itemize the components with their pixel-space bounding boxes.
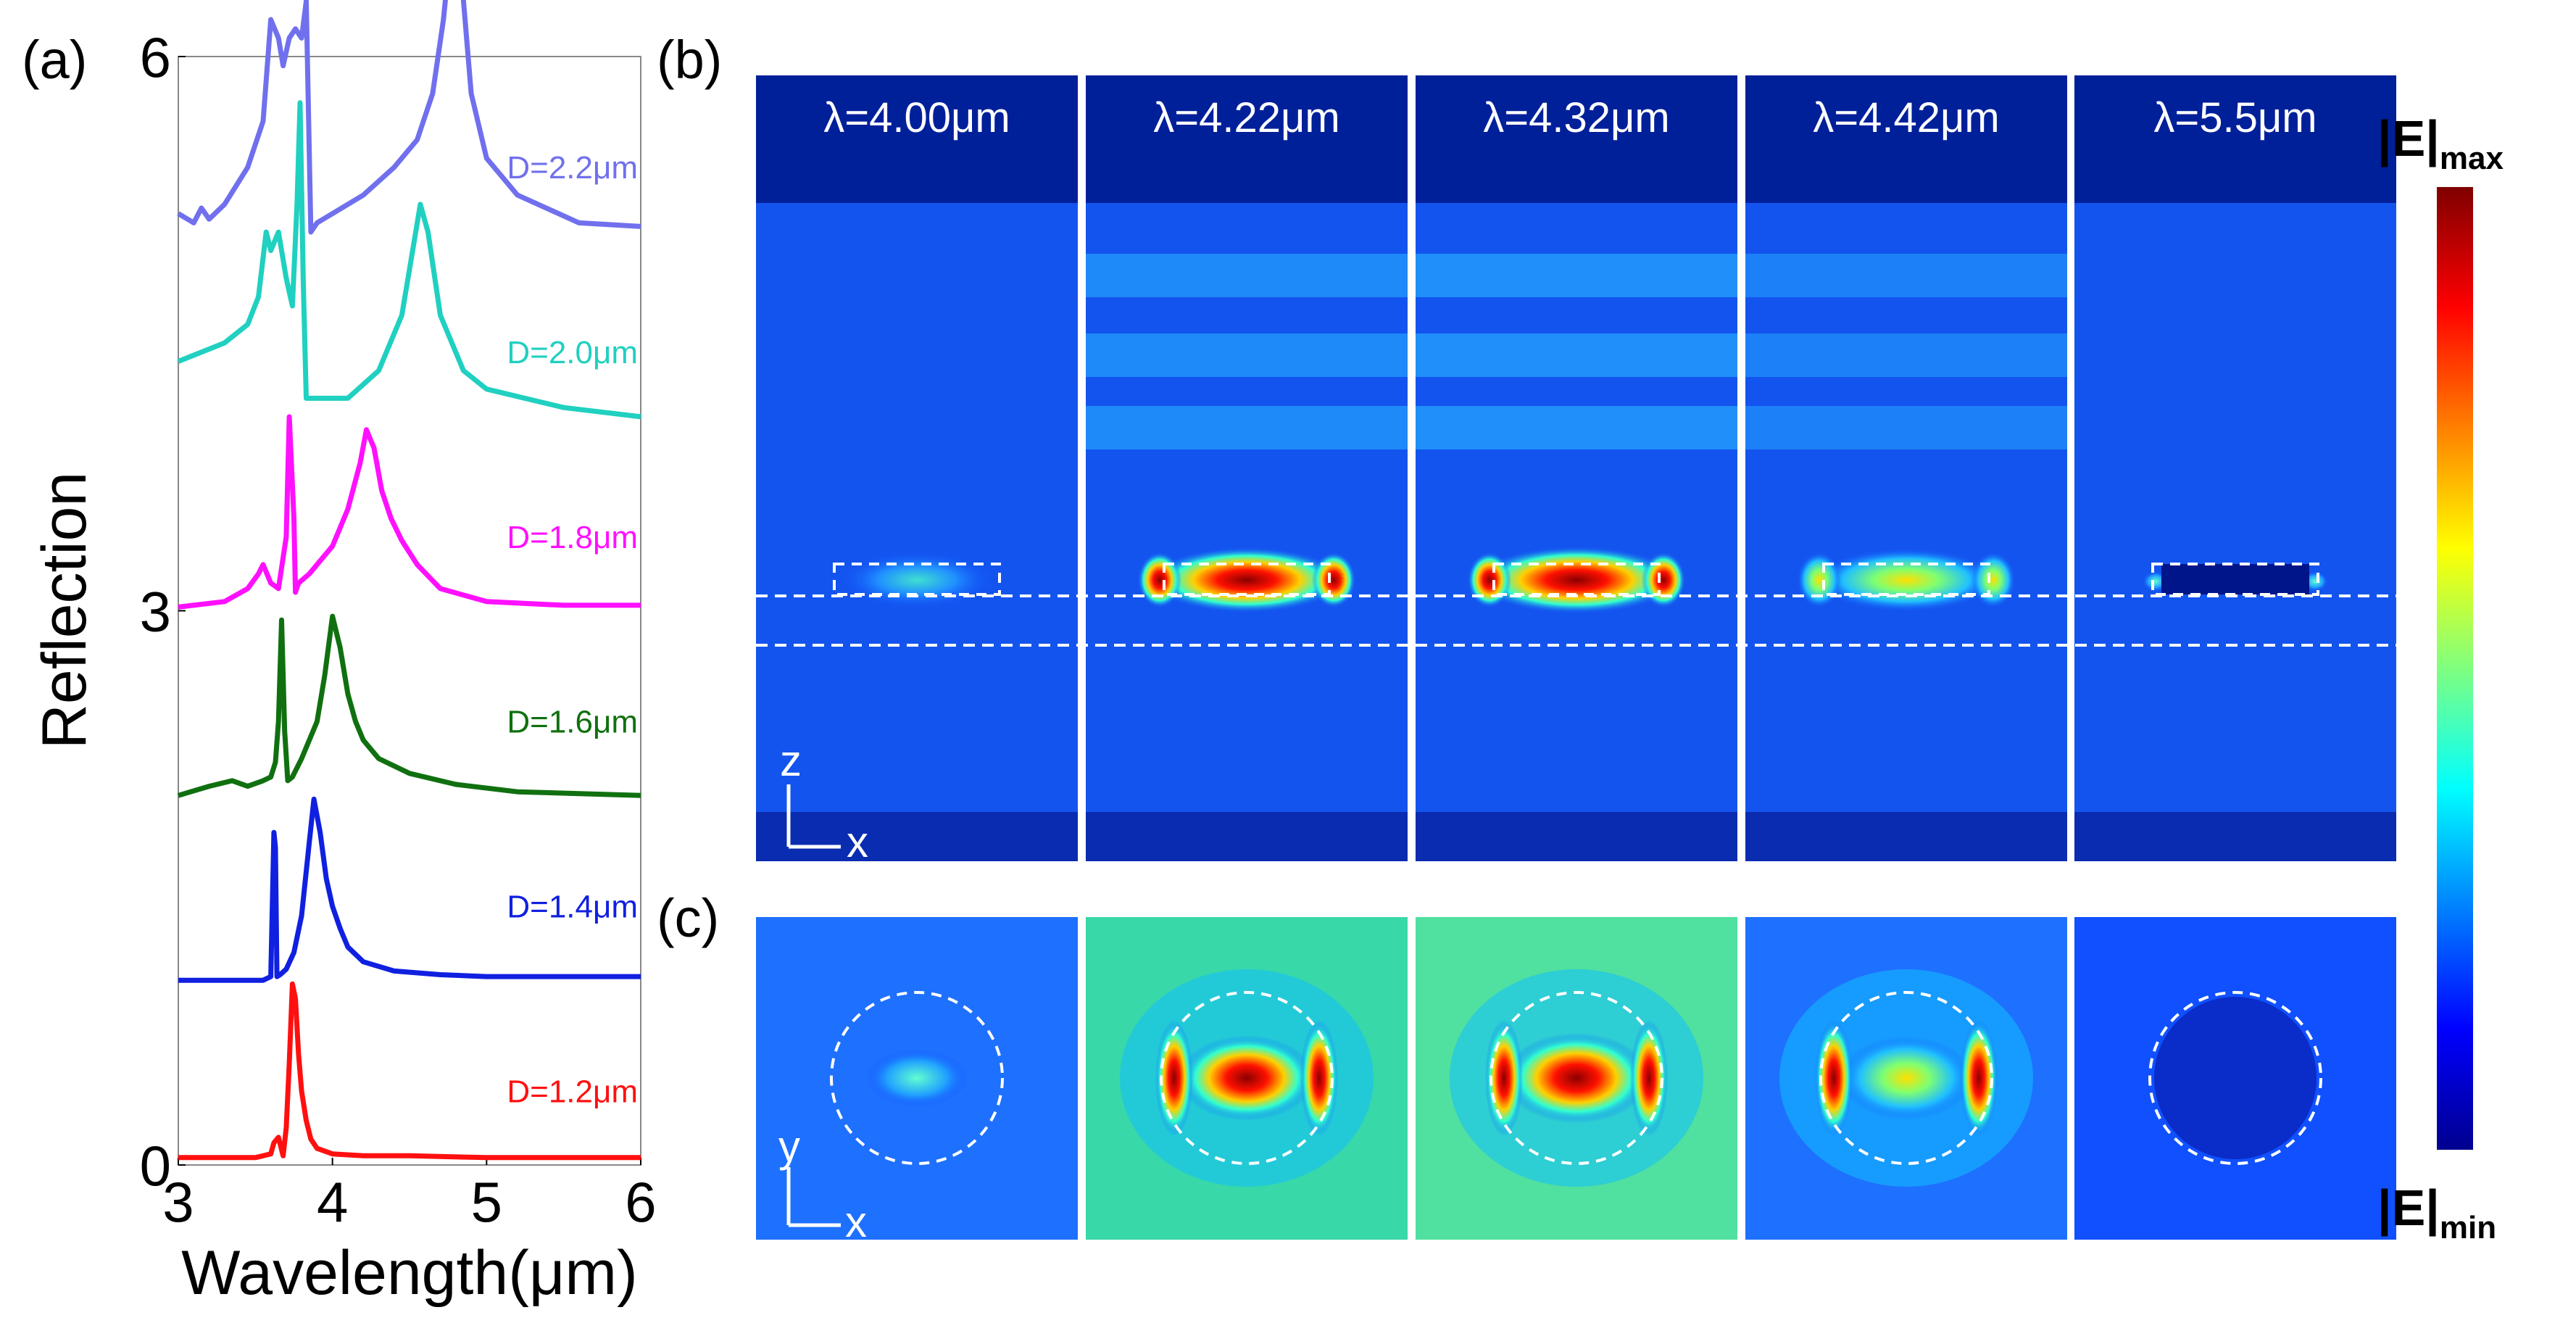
disk-outline [1489,991,1663,1165]
disk-outline [1160,991,1334,1165]
edge-hotspot [1312,552,1355,608]
series-label: D=1.4μm [507,890,638,925]
series-group [177,0,641,1161]
wavelength-label: λ=5.5μm [2153,94,2317,141]
y-axis-letter: y [778,1122,800,1171]
wavelength-label: λ=4.32μm [1483,94,1670,141]
wave-stripe [1745,254,2067,297]
field-hotspot [1179,1035,1315,1121]
y-tick-label: 3 [140,580,171,644]
y-axis-label: Reflection [30,472,99,749]
wave-stripe [1745,333,2067,377]
disk-outline [830,991,1004,1165]
xy-field-maps: yx [756,917,2396,1246]
map-bottom-band [1745,812,2067,861]
map-bottom-band [2074,812,2396,861]
map-top-band [2074,75,2396,203]
map-background [1416,75,1737,861]
wavelength-label: λ=4.22μm [1153,94,1340,141]
y-tick-label: 0 [140,1134,171,1198]
edge-hotspot [1972,552,2015,608]
series-label: D=2.0μm [507,335,638,370]
disk-outline [2148,991,2322,1165]
y-tick-label: 6 [140,25,171,89]
series-labels: D=1.2μm D=1.4μm D=1.6μm D=1.8μm D=2.0μm D=2.2… [507,150,638,1109]
field-hotspot [1816,549,1997,611]
series-line [177,100,641,420]
xy-map [756,917,1078,1240]
map-background [1745,75,2067,861]
map-top-band [756,75,1078,203]
wavelength-label: λ=4.42μm [1813,94,2000,141]
colorbar-max-label: |E|max [2377,110,2504,176]
field-hotspot [1504,1033,1649,1123]
field-hotspot [839,551,994,609]
series-label: D=1.8μm [507,520,638,555]
colorbar: |E|max |E|min [2377,110,2504,1245]
colorbar-gradient [2437,187,2473,1150]
series-label: D=1.2μm [507,1074,638,1109]
xz-map: λ=4.22μm [1086,75,1408,861]
field-hotspot [1840,1036,1973,1120]
x-tick-label: 5 [471,1170,502,1234]
map-bottom-band [1086,812,1408,861]
wave-stripe [1416,254,1737,297]
map-bottom-band [1416,812,1737,861]
xy-map [1086,917,1408,1240]
map-top-band [1416,75,1737,203]
field-hotspot [866,1049,968,1107]
x-tick-label: 4 [317,1170,348,1234]
xz-map: λ=4.32μm [1416,75,1737,861]
x-tick-label: 6 [625,1170,656,1234]
disk-region [2154,997,2317,1159]
series-line [178,414,641,610]
x-axis-label: Wavelength(μm) [181,1238,637,1308]
wave-stripe [1416,406,1737,449]
colorbar-min-label: |E|min [2377,1179,2496,1245]
xy-map [1745,917,2067,1240]
wave-stripe [1086,254,1408,297]
xz-map: λ=4.42μm [1745,75,2067,861]
wave-stripe [1416,333,1737,377]
series-line [177,0,641,235]
x-axis-letter: x [847,818,868,866]
series-line [178,981,641,1161]
x-axis-letter: x [845,1198,867,1246]
edge-hotspot [1642,552,1685,608]
xz-map: λ=4.00μm [756,75,1078,861]
panel-label-a: (a) [22,30,87,90]
panel-label-c: (c) [657,888,719,948]
disk-outline [1819,991,1993,1165]
edge-hotspot [1138,552,1181,608]
wave-stripe [1086,333,1408,377]
map-background [2074,75,2396,861]
xz-field-maps: λ=4.00μm λ=4.22μm λ=4.32μm λ=4.42μm λ=5.5μm z… [756,75,2396,866]
map-background [1086,75,1408,861]
edge-hotspot [1798,552,1841,608]
xz-map: λ=5.5μm [2074,75,2396,861]
z-axis-letter: z [780,737,802,785]
map-bottom-band [756,812,1078,861]
xy-map [2074,917,2396,1240]
plot-frame [178,56,641,1166]
series-label: D=2.2μm [507,150,638,186]
edge-hotspot [1468,552,1511,608]
wave-stripe [1745,406,2067,449]
disk-region [2161,564,2309,594]
map-background [756,75,1078,861]
series-line [178,796,641,983]
wavelength-label: λ=4.00μm [823,94,1010,141]
x-tick-label: 3 [162,1170,194,1234]
xy-map [1416,917,1737,1240]
map-top-band [1086,75,1408,203]
wave-stripe [1086,406,1408,449]
series-line [177,613,641,798]
panel-label-b: (b) [657,30,722,90]
map-top-band [1745,75,2067,203]
series-label: D=1.6μm [507,705,638,740]
